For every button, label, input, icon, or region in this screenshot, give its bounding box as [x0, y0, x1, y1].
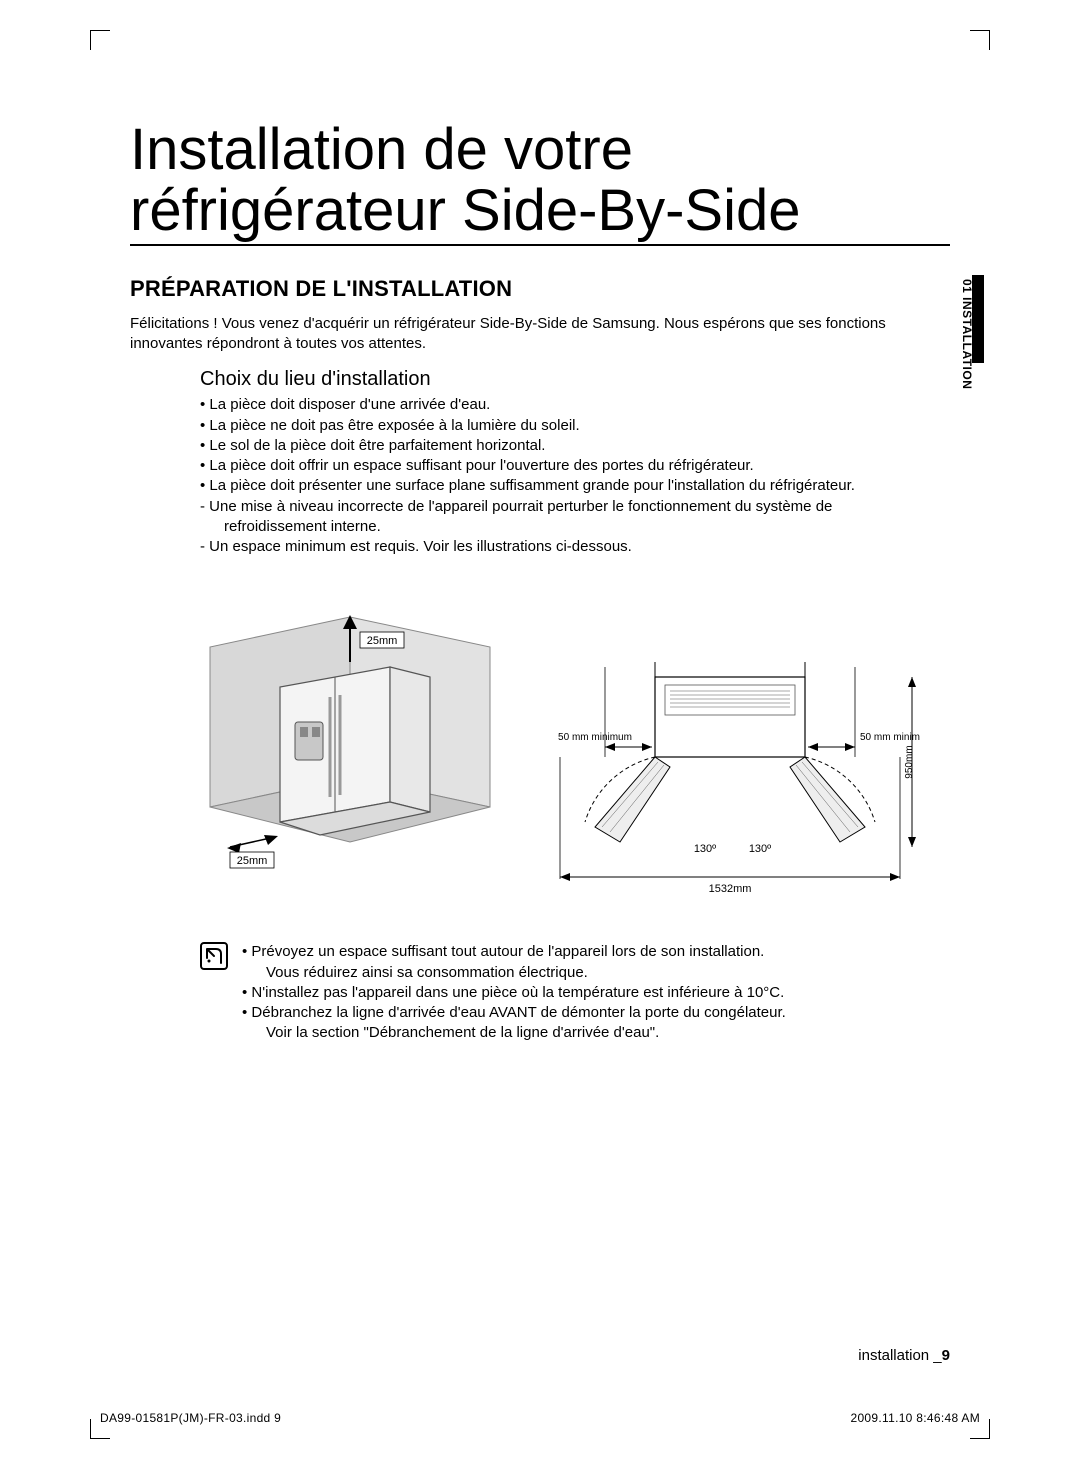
print-file: DA99-01581P(JM)-FR-03.indd 9 [100, 1411, 281, 1425]
list-item: La pièce doit présenter une surface plan… [200, 476, 950, 496]
list-item: Débranchez la ligne d'arrivée d'eau AVAN… [242, 1003, 786, 1044]
list-item: La pièce ne doit pas être exposée à la l… [200, 416, 950, 436]
top-clearance-label: 25mm [367, 635, 398, 647]
list-item: Prévoyez un espace suffisant tout autour… [242, 942, 786, 983]
page-footer: installation _9 [858, 1347, 950, 1364]
list-item: N'installez pas l'appareil dans une pièc… [242, 983, 786, 1003]
list-item: La pièce doit offrir un espace suffisant… [200, 456, 950, 476]
side-tab: 01 INSTALLATION [954, 275, 980, 575]
list-item: Un espace minimum est requis. Voir les i… [200, 537, 950, 557]
list-item: Le sol de la pièce doit être parfaitemen… [200, 436, 950, 456]
intro-text: Félicitations ! Vous venez d'acquérir un… [130, 314, 950, 355]
right-clearance-label: 50 mm minimum [860, 732, 920, 743]
clearance-corner-diagram: 25mm 25mm [200, 607, 500, 912]
crop-mark [970, 30, 990, 50]
note-icon [200, 942, 228, 970]
door-swing-diagram: 1532mm 950mm 50 mm minimum [540, 647, 920, 912]
crop-mark [90, 30, 110, 50]
list-item: La pièce doit disposer d'une arrivée d'e… [200, 395, 950, 415]
section-heading: PRÉPARATION DE L'INSTALLATION [130, 276, 950, 302]
total-width-label: 1532mm [709, 883, 752, 895]
requirements-list: La pièce doit disposer d'une arrivée d'e… [200, 395, 950, 557]
left-clearance-label: 50 mm minimum [558, 732, 632, 743]
print-footer: DA99-01581P(JM)-FR-03.indd 9 2009.11.10 … [100, 1411, 980, 1425]
total-depth-label: 950mm [904, 746, 915, 779]
right-angle-label: 130º [749, 843, 771, 855]
note-text: Prévoyez un espace suffisant tout autour… [242, 942, 786, 1043]
left-angle-label: 130º [694, 843, 716, 855]
print-date: 2009.11.10 8:46:48 AM [850, 1411, 980, 1425]
subsection-heading: Choix du lieu d'installation [200, 368, 950, 391]
side-tab-marker [972, 275, 984, 363]
side-clearance-label: 25mm [237, 855, 268, 867]
page-title: Installation de votre réfrigérateur Side… [130, 120, 950, 246]
list-item: Une mise à niveau incorrecte de l'appare… [200, 497, 950, 538]
